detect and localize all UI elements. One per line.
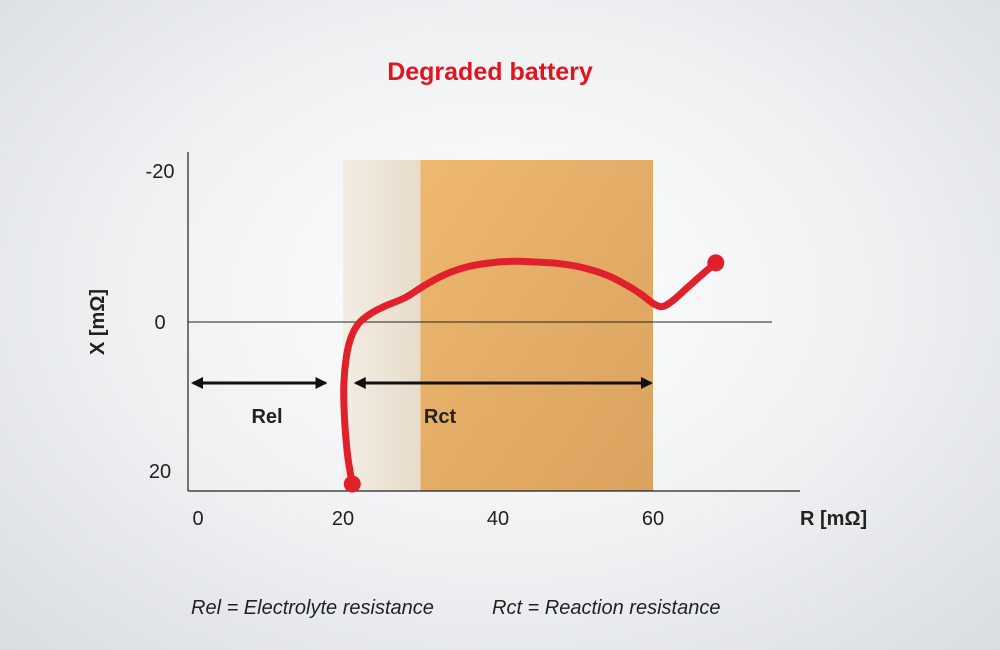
series-line-0: [340, 257, 720, 488]
rel-arrow-head-right: [315, 377, 328, 389]
x-axis-label: R [mΩ]: [800, 508, 867, 530]
rct-shaded-region: [343, 160, 653, 491]
series-end-point: [707, 254, 725, 272]
x-tick-label: 60: [642, 508, 664, 530]
series-start-point: [343, 475, 361, 493]
tick-labels: 0 20 40 60 -20 0 20: [146, 161, 665, 530]
x-tick-label: 0: [192, 508, 203, 530]
rel-arrow: [191, 377, 328, 389]
range-arrows: Rel Rct: [191, 377, 653, 428]
shade-dark: [420, 160, 653, 491]
y-tick-label: 0: [154, 312, 165, 334]
legend-rel: Rel = Electrolyte resistance: [191, 597, 434, 619]
rct-arrow-head-left: [353, 377, 366, 389]
rel-label: Rel: [251, 406, 282, 428]
axes: [187, 152, 800, 492]
rct-arrow-head-right: [641, 377, 653, 389]
impedance-curve: [340, 254, 725, 493]
chart-title: Degraded battery: [387, 58, 593, 86]
x-tick-label: 20: [332, 508, 354, 530]
rct-arrow: [353, 377, 653, 389]
y-axis-label: X [mΩ]: [87, 289, 109, 355]
rct-label: Rct: [424, 406, 457, 428]
x-tick-label: 40: [487, 508, 509, 530]
y-tick-label: 20: [149, 461, 171, 483]
rel-arrow-head-left: [191, 377, 203, 389]
legend-rct: Rct = Reaction resistance: [492, 597, 720, 619]
y-tick-label: -20: [146, 161, 175, 183]
